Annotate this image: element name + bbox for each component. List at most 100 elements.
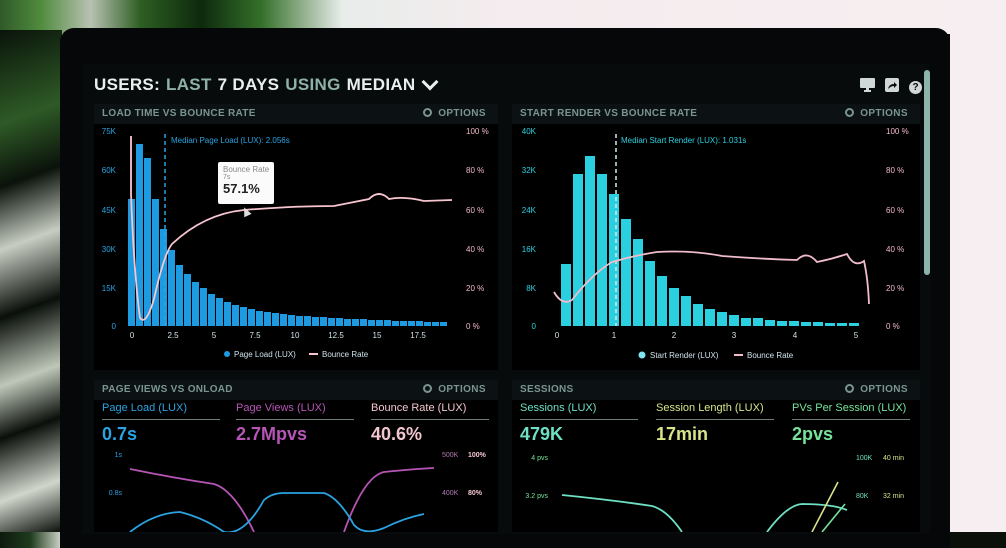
header-users: USERS: xyxy=(94,75,161,94)
svg-text:75K: 75K xyxy=(102,127,117,136)
header-days[interactable]: 7 DAYS xyxy=(217,75,280,94)
tooltip: Bounce Rate 7s 57.1% xyxy=(218,162,274,204)
stat-session-length[interactable]: Session Length (LUX) 17min xyxy=(656,402,774,445)
svg-text:0: 0 xyxy=(130,331,135,340)
panel-start-render: START RENDER VS BOUNCE RATE OPTIONS 40K 3… xyxy=(512,104,920,370)
svg-text:60 %: 60 % xyxy=(886,206,904,215)
svg-text:400K: 400K xyxy=(442,490,459,497)
svg-text:8K: 8K xyxy=(526,284,536,293)
panel-header xyxy=(512,380,920,400)
svg-text:5: 5 xyxy=(212,331,217,340)
header-last: LAST xyxy=(166,75,212,94)
svg-text:Median Page Load (LUX): 2.056s: Median Page Load (LUX): 2.056s xyxy=(171,136,290,145)
sessions-chart[interactable]: 4 pvs 3.2 pvs 100K 80K 40 min 32 min xyxy=(512,380,920,532)
monitor-icon[interactable] xyxy=(860,78,875,97)
svg-text:100 %: 100 % xyxy=(466,127,489,136)
svg-text:Bounce Rate: Bounce Rate xyxy=(322,350,369,359)
svg-text:20 %: 20 % xyxy=(886,284,904,293)
svg-text:45K: 45K xyxy=(102,206,117,215)
svg-text:12.5: 12.5 xyxy=(328,331,344,340)
svg-text:15: 15 xyxy=(373,331,382,340)
svg-text:0: 0 xyxy=(112,322,117,331)
gear-icon xyxy=(845,108,855,117)
svg-text:20 %: 20 % xyxy=(466,284,484,293)
header-median[interactable]: MEDIAN xyxy=(346,75,416,94)
gear-icon xyxy=(423,108,433,117)
stat-bounce-rate[interactable]: Bounce Rate (LUX) 40.6% xyxy=(371,402,489,445)
stat-pvs-per-session[interactable]: PVs Per Session (LUX) 2pvs xyxy=(792,402,910,445)
panel-page-views: PAGE VIEWS VS ONLOAD OPTIONS Page Load (… xyxy=(94,380,498,532)
stat-page-views[interactable]: Page Views (LUX) 2.7Mpvs xyxy=(236,402,354,445)
svg-text:80 %: 80 % xyxy=(466,166,484,175)
svg-text:15K: 15K xyxy=(102,284,117,293)
svg-text:60K: 60K xyxy=(102,166,117,175)
photo-background-wall xyxy=(950,0,1006,532)
svg-text:Median Start Render (LUX): 1.0: Median Start Render (LUX): 1.031s xyxy=(621,136,746,145)
header-using: USING xyxy=(285,75,341,94)
page-views-chart[interactable]: 1s 0.8s 500K 400K 100% 80% xyxy=(94,380,498,532)
stat-page-load[interactable]: Page Load (LUX) 0.7s xyxy=(102,402,220,445)
gear-icon xyxy=(423,384,433,393)
chevron-down-icon[interactable] xyxy=(421,73,438,91)
svg-text:1: 1 xyxy=(612,331,617,340)
help-icon[interactable]: ? xyxy=(909,81,922,94)
svg-text:100K: 100K xyxy=(856,455,873,462)
panel-sessions: SESSIONS OPTIONS Sessions (LUX) 479K Ses… xyxy=(512,380,920,532)
svg-text:80%: 80% xyxy=(468,490,483,497)
panel-title: LOAD TIME VS BOUNCE RATE xyxy=(102,108,256,119)
options-button[interactable]: OPTIONS xyxy=(423,384,486,395)
svg-text:Page Load (LUX): Page Load (LUX) xyxy=(234,350,296,359)
svg-text:100%: 100% xyxy=(468,452,487,459)
svg-text:Start Render (LUX): Start Render (LUX) xyxy=(650,351,719,360)
dashboard-header[interactable]: USERS: LAST 7 DAYS USING MEDIAN xyxy=(94,72,438,98)
share-icon[interactable] xyxy=(885,78,899,97)
svg-text:5: 5 xyxy=(854,331,859,340)
gear-icon xyxy=(845,384,855,393)
svg-text:30K: 30K xyxy=(102,245,117,254)
panel-title: PAGE VIEWS VS ONLOAD xyxy=(102,384,233,395)
svg-text:100 %: 100 % xyxy=(886,127,909,136)
svg-text:32K: 32K xyxy=(522,166,537,175)
svg-text:80 %: 80 % xyxy=(886,166,904,175)
svg-text:16K: 16K xyxy=(522,245,537,254)
svg-text:80K: 80K xyxy=(856,493,869,500)
svg-text:0 %: 0 % xyxy=(886,322,900,331)
svg-text:24K: 24K xyxy=(522,206,537,215)
svg-text:40 %: 40 % xyxy=(466,245,484,254)
photo-background-plant xyxy=(0,30,62,532)
svg-text:40K: 40K xyxy=(522,127,537,136)
svg-text:Bounce Rate: Bounce Rate xyxy=(747,351,794,360)
svg-text:3.2 pvs: 3.2 pvs xyxy=(525,493,548,500)
svg-text:7.5: 7.5 xyxy=(249,331,261,340)
svg-text:3: 3 xyxy=(732,331,737,340)
panel-load-time: LOAD TIME VS BOUNCE RATE OPTIONS 75K 60K 4… xyxy=(94,104,498,370)
svg-text:0.8s: 0.8s xyxy=(109,490,123,497)
panel-header xyxy=(94,104,498,124)
svg-text:500K: 500K xyxy=(442,452,459,459)
panel-title: START RENDER VS BOUNCE RATE xyxy=(520,108,698,119)
svg-text:2.5: 2.5 xyxy=(167,331,179,340)
options-button[interactable]: OPTIONS xyxy=(845,108,908,119)
svg-text:4: 4 xyxy=(793,331,798,340)
scrollbar[interactable] xyxy=(924,70,930,275)
svg-text:60 %: 60 % xyxy=(466,206,484,215)
svg-text:1s: 1s xyxy=(115,452,123,459)
panel-title: SESSIONS xyxy=(520,384,574,395)
svg-text:0 %: 0 % xyxy=(466,322,480,331)
svg-text:40 min: 40 min xyxy=(883,455,904,462)
svg-text:0: 0 xyxy=(555,331,560,340)
svg-text:10: 10 xyxy=(291,331,300,340)
header-toolbar: ? xyxy=(860,78,922,97)
svg-text:17.5: 17.5 xyxy=(410,331,426,340)
options-button[interactable]: OPTIONS xyxy=(845,384,908,395)
panel-header xyxy=(512,104,920,124)
stat-sessions[interactable]: Sessions (LUX) 479K xyxy=(520,402,638,445)
svg-text:2: 2 xyxy=(672,331,677,340)
svg-text:0: 0 xyxy=(532,322,537,331)
options-button[interactable]: OPTIONS xyxy=(423,108,486,119)
svg-text:32 min: 32 min xyxy=(883,493,904,500)
svg-text:4 pvs: 4 pvs xyxy=(531,455,548,462)
svg-text:40 %: 40 % xyxy=(886,245,904,254)
